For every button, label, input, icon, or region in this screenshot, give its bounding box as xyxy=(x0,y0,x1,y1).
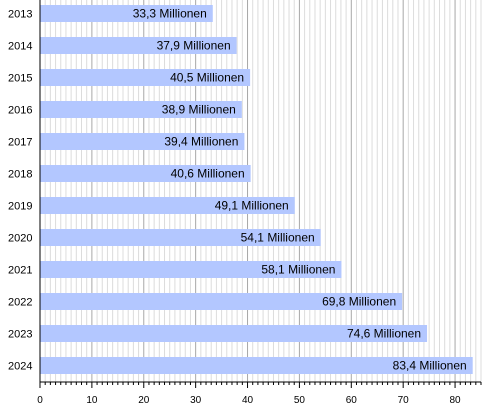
bar xyxy=(40,229,321,246)
category-label: 2021 xyxy=(8,265,32,277)
bar-value-label: 54,1 Millionen xyxy=(241,231,315,245)
bar-value-label: 39,4 Millionen xyxy=(164,135,238,149)
bar-value-label: 74,6 Millionen xyxy=(347,327,421,341)
bar xyxy=(40,101,242,118)
bar xyxy=(40,293,403,310)
x-tick-label: 0 xyxy=(37,395,43,406)
x-axis: 0 10 20 30 40 50 60 70 80 xyxy=(37,0,482,406)
bar-value-label: 38,9 Millionen xyxy=(162,103,236,117)
bar xyxy=(40,197,295,214)
x-tick-label: 20 xyxy=(138,395,150,406)
category-label: 2024 xyxy=(8,361,32,373)
bar xyxy=(40,37,237,54)
x-tick-label: 80 xyxy=(449,395,461,406)
bar xyxy=(40,261,342,278)
x-tick-label: 40 xyxy=(242,395,254,406)
category-label: 2020 xyxy=(8,233,32,245)
category-label: 2014 xyxy=(8,41,32,53)
x-tick-label: 10 xyxy=(86,395,98,406)
x-tick-label: 60 xyxy=(346,395,358,406)
major-gridlines xyxy=(91,0,456,382)
category-label: 2023 xyxy=(8,329,32,341)
category-label: 2019 xyxy=(8,201,32,213)
x-tick-label: 30 xyxy=(190,395,202,406)
x-tick-label: 70 xyxy=(398,395,410,406)
category-label: 2015 xyxy=(8,73,32,85)
category-label: 2013 xyxy=(8,9,32,21)
bar-value-label: 83,4 Millionen xyxy=(393,359,467,373)
minor-gridlines xyxy=(44,0,482,382)
x-tick-label: 50 xyxy=(294,395,306,406)
category-label: 2017 xyxy=(8,137,32,149)
bar xyxy=(40,69,251,86)
bar-value-label: 49,1 Millionen xyxy=(215,199,289,213)
bar-value-label: 40,6 Millionen xyxy=(171,167,245,181)
category-label: 2018 xyxy=(8,169,32,181)
bar-value-label: 40,5 Millionen xyxy=(170,71,244,85)
bar-value-label: 33,3 Millionen xyxy=(133,7,207,21)
category-labels: 2013 2014 2015 2016 2017 2018 2019 2020 2021 2022… xyxy=(8,9,32,373)
bar-value-label: 37,9 Millionen xyxy=(157,39,231,53)
bar xyxy=(40,357,473,374)
category-label: 2016 xyxy=(8,105,32,117)
category-label: 2022 xyxy=(8,297,32,309)
bar xyxy=(40,5,213,22)
bar xyxy=(40,325,428,342)
bar-value-label: 69,8 Millionen xyxy=(322,295,396,309)
bar-value-label: 58,1 Millionen xyxy=(261,263,335,277)
bar xyxy=(40,133,245,150)
bar xyxy=(40,165,251,182)
bars-group: 33,3 Millionen 37,9 Millionen 40,5 Million… xyxy=(40,5,473,374)
